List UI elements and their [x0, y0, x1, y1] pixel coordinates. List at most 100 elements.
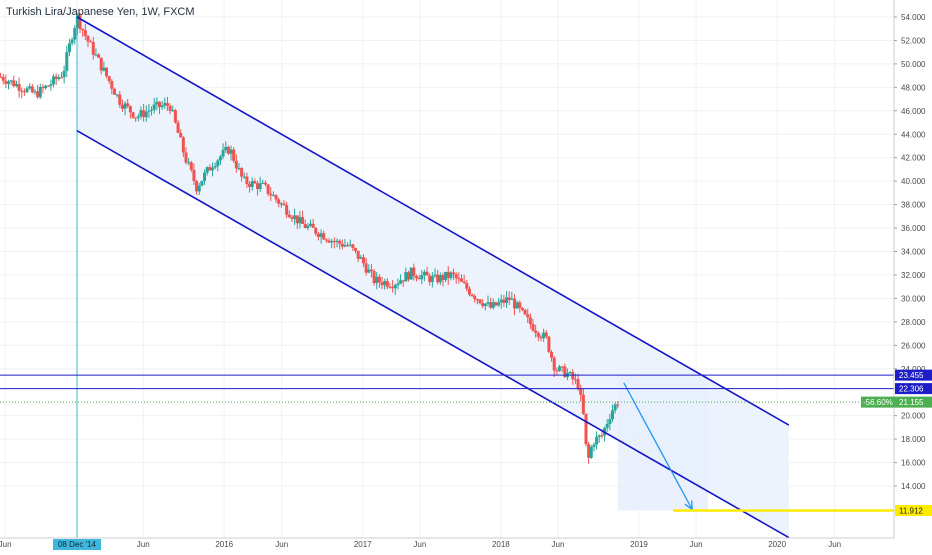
channel-upper-line[interactable]: [76, 16, 790, 426]
level-price-label: 22.306: [899, 385, 924, 394]
candle-body: [155, 101, 159, 105]
candle-body: [99, 57, 103, 71]
candle-body: [584, 413, 588, 445]
candle-body: [539, 336, 543, 339]
candle-body: [67, 43, 71, 53]
candle-body: [616, 404, 620, 406]
candle-body: [187, 162, 191, 164]
candle-body: [311, 223, 315, 228]
candle-body: [232, 149, 236, 161]
level-price-badge: [895, 383, 932, 395]
candle-body: [335, 240, 339, 243]
candle-body: [263, 182, 267, 185]
candle-body: [359, 257, 363, 259]
candle-body: [385, 281, 389, 287]
candle-body: [1, 76, 5, 81]
candle-body: [301, 217, 305, 224]
candle-body: [613, 404, 617, 411]
candle-body: [38, 86, 42, 98]
candle-body: [425, 271, 429, 276]
current-price-badge: [861, 396, 932, 408]
candle-body: [319, 233, 323, 237]
chart-title: Turkish Lira/Japanese Yen, 1W, FXCM: [6, 6, 195, 18]
candle-body: [274, 195, 278, 200]
candle-body: [112, 88, 116, 95]
candle-body: [168, 105, 172, 111]
candle-body: [306, 225, 310, 228]
candle-body: [65, 52, 69, 71]
candle-body: [449, 272, 453, 278]
candle-body: [587, 444, 591, 458]
candle-body: [298, 217, 302, 224]
candle-body: [605, 423, 609, 428]
candle-body: [52, 76, 56, 85]
candle-body: [195, 181, 199, 192]
candle-body: [4, 80, 8, 84]
candle-body: [158, 101, 162, 108]
candle-body: [28, 86, 32, 89]
target-price-badge: [895, 504, 932, 516]
candle-body: [438, 274, 442, 283]
candle-body: [229, 149, 233, 154]
candle-body: [126, 103, 130, 107]
candle-body: [205, 167, 209, 173]
candle-body: [293, 215, 297, 219]
candle-body: [510, 298, 514, 300]
candle-body: [343, 245, 347, 247]
candle-body: [173, 110, 177, 123]
candle-body: [14, 84, 18, 87]
candle-body: [30, 86, 34, 93]
candle-body: [142, 110, 146, 118]
candle-body: [224, 147, 228, 150]
candle-body: [552, 357, 556, 371]
candle-body: [203, 172, 207, 181]
candle-body: [144, 111, 148, 118]
candle-body: [560, 366, 564, 368]
candle-body: [380, 282, 384, 286]
candle-body: [518, 302, 522, 308]
candle-body: [409, 267, 413, 280]
candle-body: [181, 137, 185, 153]
y-tick-label: 20.000: [901, 412, 926, 421]
candle-body: [597, 435, 601, 437]
candle-body: [351, 244, 355, 249]
x-tick-label: 2018: [492, 540, 510, 549]
candle-body: [287, 214, 291, 218]
candle-body: [295, 215, 299, 224]
candle-body: [86, 35, 90, 42]
forecast-arrow-line[interactable]: [623, 382, 693, 510]
candle-body: [465, 282, 469, 289]
candle-body: [520, 307, 524, 310]
candle-body: [36, 91, 40, 98]
candle-body: [179, 132, 183, 138]
candle-body: [163, 103, 167, 106]
candle-body: [327, 240, 331, 243]
candle-body: [568, 372, 572, 374]
y-tick-label: 28.000: [901, 318, 926, 327]
candle-body: [160, 105, 164, 108]
candle-body: [83, 30, 87, 36]
candle-body: [563, 366, 567, 378]
candle-body: [481, 303, 485, 307]
y-tick-label: 40.000: [901, 177, 926, 186]
candle-body: [356, 250, 360, 259]
candle-body: [420, 275, 424, 280]
candle-body: [512, 298, 516, 309]
candle-body: [253, 181, 257, 184]
candle-body: [404, 272, 408, 282]
candle-body: [433, 274, 437, 277]
candle-body: [171, 110, 175, 112]
candle-body: [118, 94, 122, 105]
candle-body: [547, 336, 551, 352]
level-price-label: 23.455: [899, 371, 924, 380]
y-tick-label: 30.000: [901, 294, 926, 303]
candle-body: [555, 370, 559, 372]
candle-body: [139, 110, 143, 117]
candle-body: [57, 77, 61, 80]
candle-body: [94, 54, 98, 56]
candle-body: [240, 168, 244, 177]
candle-body: [610, 410, 614, 420]
candle-body: [483, 303, 487, 307]
